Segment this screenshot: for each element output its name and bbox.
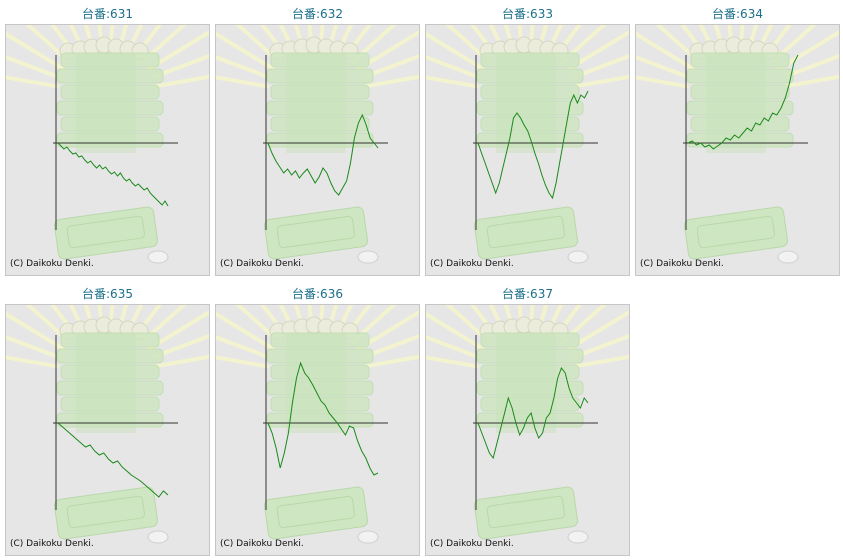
chart-panel: (C) Daikoku Denki. (5, 304, 210, 556)
chart-panel: (C) Daikoku Denki. (215, 304, 420, 556)
background-illustration (426, 25, 629, 264)
series-line (477, 90, 589, 200)
background-illustration (6, 305, 209, 544)
chart-svg (636, 25, 839, 264)
chart-panel: (C) Daikoku Denki. (5, 24, 210, 276)
copyright-label: (C) Daikoku Denki. (430, 259, 514, 269)
chart-panel: (C) Daikoku Denki. (425, 24, 630, 276)
background-illustration (636, 25, 839, 264)
chart-title: 台番:632 (292, 7, 343, 21)
copyright-label: (C) Daikoku Denki. (10, 259, 94, 269)
copyright-label: (C) Daikoku Denki. (10, 539, 94, 549)
copyright-label: (C) Daikoku Denki. (220, 539, 304, 549)
machine-chart-7: 台番:637 (C) Daikoku Denki. (425, 282, 630, 556)
machine-chart-4: 台番:634 (C) Daikoku Denki. (635, 2, 840, 276)
chart-svg (216, 305, 419, 544)
chart-panel: (C) Daikoku Denki. (635, 24, 840, 276)
chart-svg (6, 305, 209, 544)
background-illustration (216, 305, 419, 544)
series-line (267, 361, 379, 476)
machine-chart-6: 台番:636 (C) Daikoku Denki. (215, 282, 420, 556)
chart-svg (216, 25, 419, 264)
series-line (57, 142, 169, 207)
chart-title: 台番:635 (82, 287, 133, 301)
chart-title: 台番:631 (82, 7, 133, 21)
background-illustration (216, 25, 419, 264)
background-illustration (426, 305, 629, 544)
copyright-label: (C) Daikoku Denki. (430, 539, 514, 549)
machine-chart-3: 台番:633 (C) Daikoku Denki. (425, 2, 630, 276)
chart-title: 台番:634 (712, 7, 763, 21)
chart-title: 台番:633 (502, 7, 553, 21)
background-illustration (6, 25, 209, 264)
series-line (267, 113, 379, 196)
copyright-label: (C) Daikoku Denki. (220, 259, 304, 269)
chart-title: 台番:637 (502, 287, 553, 301)
machine-chart-1: 台番:631 (C) Daikoku Denki. (5, 2, 210, 276)
machine-chart-5: 台番:635 (C) Daikoku Denki. (5, 282, 210, 556)
copyright-label: (C) Daikoku Denki. (640, 259, 724, 269)
chart-svg (6, 25, 209, 264)
series-line (57, 422, 169, 498)
chart-panel: (C) Daikoku Denki. (215, 24, 420, 276)
chart-title: 台番:636 (292, 287, 343, 301)
chart-svg (426, 25, 629, 264)
machine-chart-2: 台番:632 (C) Daikoku Denki. (215, 2, 420, 276)
series-line (687, 54, 799, 150)
chart-panel: (C) Daikoku Denki. (425, 304, 630, 556)
chart-svg (426, 305, 629, 544)
series-line (477, 366, 589, 460)
